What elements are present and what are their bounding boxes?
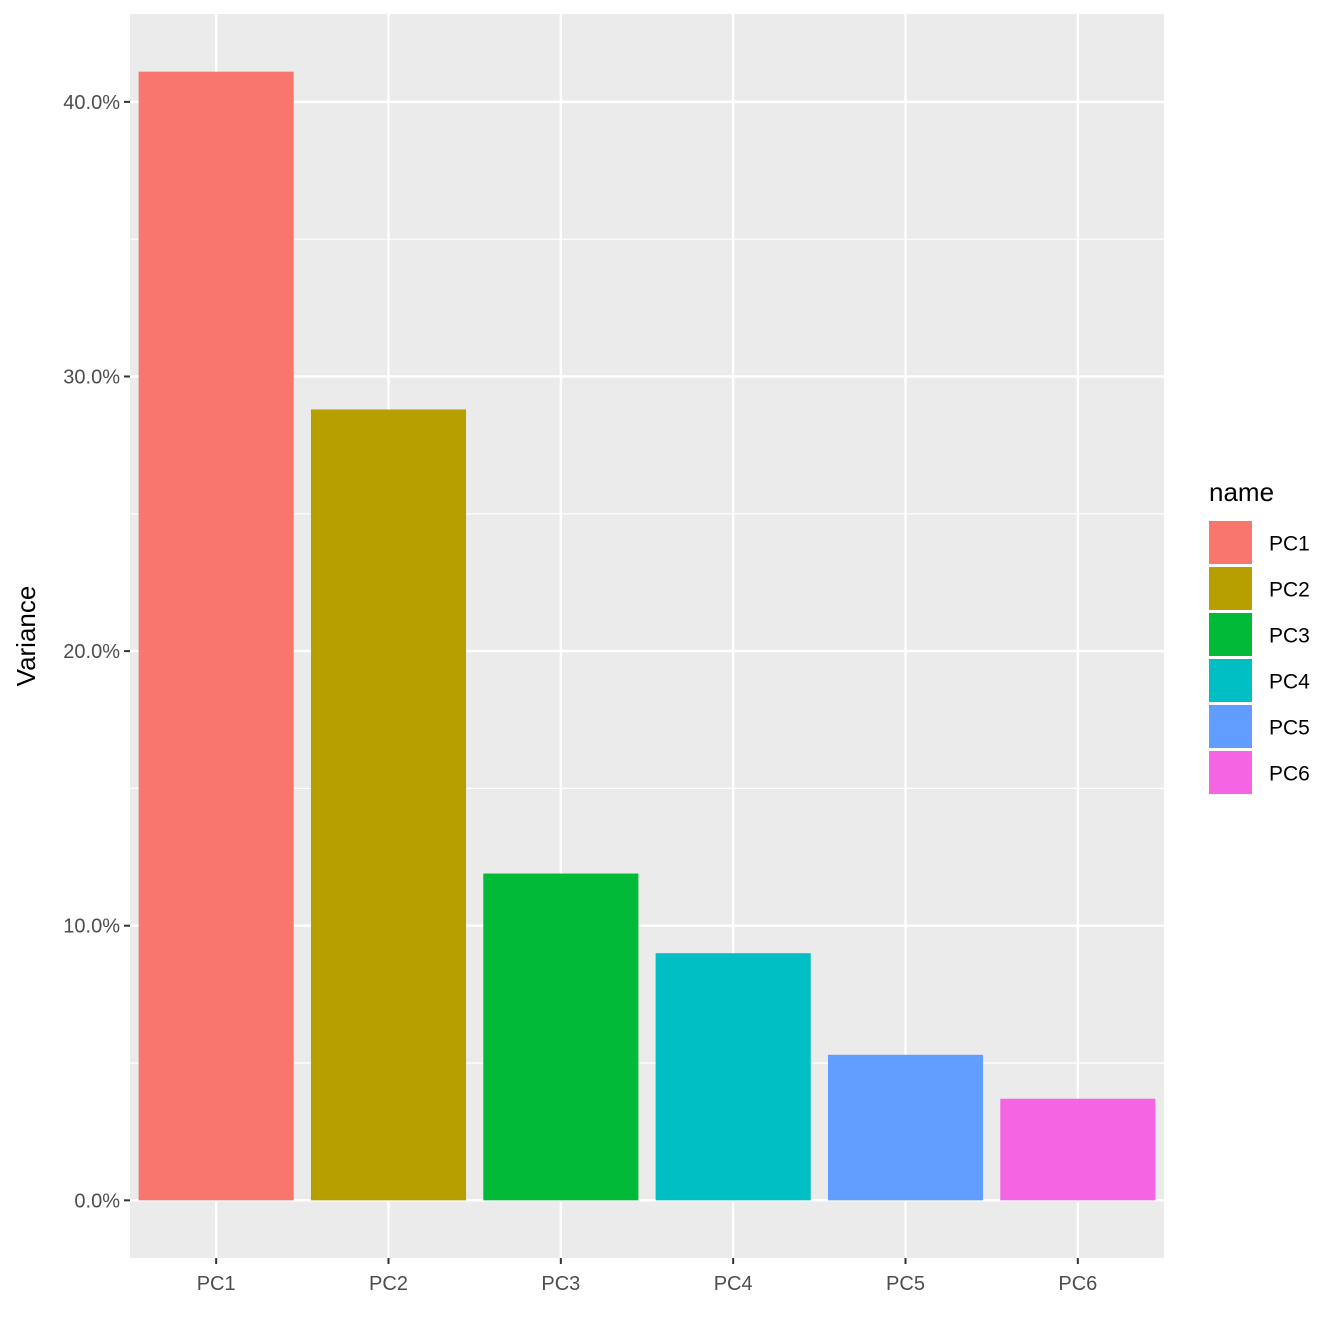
minor-gridlines <box>130 238 1164 1064</box>
legend-key-pc4 <box>1209 659 1252 702</box>
legend-key-pc3 <box>1209 613 1252 656</box>
y-tick-label: 20.0% <box>63 641 120 663</box>
bar-pc5 <box>827 1054 984 1201</box>
legend-items: PC1 PC2 PC3 PC4 PC5 PC6 <box>1209 521 1310 794</box>
legend-label: PC4 <box>1269 671 1310 694</box>
y-tick-label: 0.0% <box>74 1190 120 1212</box>
legend-key-pc1 <box>1209 521 1252 564</box>
legend-label: PC6 <box>1269 763 1310 786</box>
legend-key-pc5 <box>1209 705 1252 748</box>
x-tick-label: PC1 <box>197 1273 236 1295</box>
legend: name PC1 PC2 PC3 PC4 PC5 PC6 <box>1209 477 1310 794</box>
bar-pc6 <box>1000 1098 1156 1201</box>
y-axis: 0.0% 10.0% 20.0% 30.0% 40.0% <box>63 92 130 1212</box>
bar-pc1 <box>138 71 294 1201</box>
x-tick-label: PC4 <box>714 1273 753 1295</box>
legend-label: PC1 <box>1269 533 1310 556</box>
plot-panel <box>130 14 1164 1258</box>
legend-label: PC2 <box>1269 579 1310 602</box>
x-tick-label: PC5 <box>886 1273 925 1295</box>
y-tick-label: 40.0% <box>63 92 120 114</box>
x-tick-label: PC3 <box>541 1273 580 1295</box>
legend-key-pc6 <box>1209 751 1252 794</box>
legend-title: name <box>1209 477 1274 507</box>
legend-label: PC5 <box>1269 717 1310 740</box>
legend-label: PC3 <box>1269 625 1310 648</box>
x-tick-label: PC6 <box>1058 1273 1097 1295</box>
bar-pc2 <box>310 409 467 1201</box>
bars <box>138 71 1156 1201</box>
bar-pc4 <box>655 953 811 1201</box>
legend-key-pc2 <box>1209 567 1252 610</box>
x-axis: PC1 PC2 PC3 PC4 PC5 PC6 <box>197 1258 1097 1295</box>
y-tick-label: 10.0% <box>63 916 120 938</box>
bar-pc3 <box>483 873 639 1201</box>
y-axis-title: Variance <box>11 586 41 687</box>
x-tick-label: PC2 <box>369 1273 408 1295</box>
y-tick-label: 30.0% <box>63 366 120 388</box>
